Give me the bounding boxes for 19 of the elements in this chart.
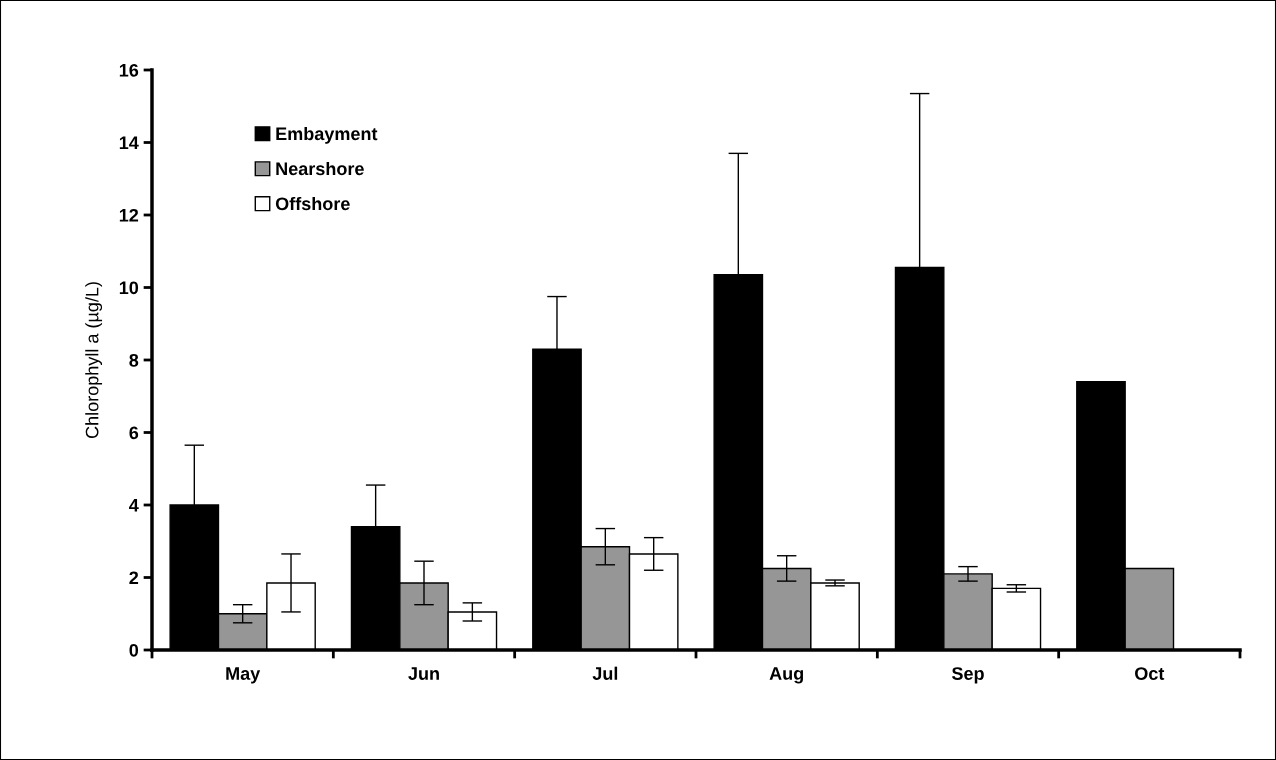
x-tick-label: Jul [592, 666, 618, 680]
x-tick-label: Jun [408, 667, 439, 680]
legend-label: Embayment [276, 126, 378, 144]
y-tick-label: 12 [119, 208, 139, 222]
y-tick-label: 2 [129, 571, 139, 585]
x-tick-label: Sep [951, 667, 984, 684]
legend-label: Offshore [275, 196, 350, 211]
legend-label: Nearshore [276, 161, 364, 176]
x-tick-label: Aug [769, 667, 804, 684]
y-tick-label: 16 [119, 63, 139, 77]
y-tick-label: 8 [129, 353, 139, 367]
x-tick-label: May [226, 667, 261, 684]
y-tick-label: 0 [129, 643, 139, 657]
y-tick-label: 10 [119, 281, 139, 295]
y-tick-label: 14 [119, 136, 139, 150]
y-tick-label: 4 [129, 499, 139, 512]
y-tick-label: 6 [129, 426, 139, 440]
y-axis-title: Chlorophyll a (µg/L) [85, 282, 103, 439]
x-tick-label: Oct [1135, 667, 1165, 680]
